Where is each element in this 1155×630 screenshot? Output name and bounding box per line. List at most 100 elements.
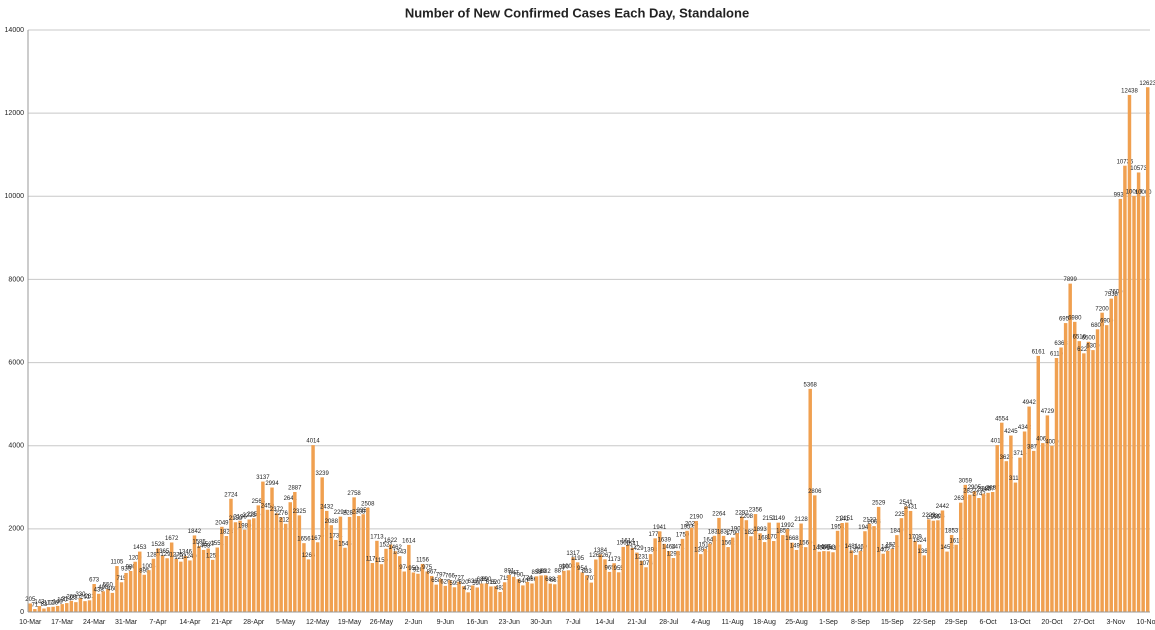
bar — [717, 517, 721, 612]
bar — [580, 572, 584, 612]
bar — [758, 533, 762, 612]
data-label: 1173 — [608, 557, 622, 563]
data-label: 2356 — [749, 508, 763, 514]
bar — [147, 570, 151, 612]
x-tick-label: 8-Sep — [851, 619, 870, 626]
data-label: 6980 — [1068, 315, 1082, 321]
bar — [402, 571, 407, 612]
data-label: 790 — [513, 573, 524, 579]
bar — [790, 542, 794, 612]
bar — [338, 516, 343, 612]
data-label: 620 — [459, 580, 470, 586]
data-label: 2994 — [265, 481, 279, 487]
data-label: 2288 — [343, 510, 357, 516]
data-label: 2149 — [772, 516, 786, 522]
bar — [771, 541, 776, 612]
data-label: 1266 — [302, 553, 316, 559]
bar — [767, 522, 771, 612]
bar — [543, 575, 548, 612]
bar — [799, 523, 803, 612]
y-tick-label: 0 — [20, 609, 24, 616]
y-tick-label: 10000 — [5, 193, 25, 200]
bar — [1018, 457, 1022, 612]
data-label: 1437 — [826, 546, 840, 552]
data-label: 990 — [559, 564, 570, 570]
bar — [785, 529, 790, 612]
bar — [813, 495, 817, 612]
bar — [525, 581, 530, 612]
data-label: 1211 — [174, 555, 188, 561]
bar — [265, 509, 270, 612]
data-label: 1713 — [370, 534, 384, 540]
data-label: 615 — [486, 580, 497, 586]
y-tick-label: 2000 — [8, 526, 24, 533]
bar — [375, 540, 379, 612]
data-label: 6516 — [1073, 335, 1087, 341]
data-label: 117 — [44, 601, 54, 607]
data-label: 880 — [536, 569, 547, 575]
data-label: 330 — [75, 592, 86, 598]
bar — [1145, 87, 1150, 613]
bar — [1027, 406, 1031, 612]
data-label: 727 — [454, 575, 465, 581]
data-label: 1833 — [708, 529, 722, 535]
data-label: 2141 — [835, 517, 849, 523]
x-tick-label: 9-Jun — [437, 619, 455, 626]
data-label: 1267 — [598, 553, 612, 559]
bar — [831, 552, 835, 612]
bar — [229, 498, 233, 612]
data-label: 2724 — [224, 492, 238, 498]
y-tick-label: 8000 — [8, 276, 24, 283]
bar — [863, 531, 867, 612]
bar — [1059, 347, 1063, 612]
bar — [995, 445, 999, 612]
data-label: 847 — [509, 570, 520, 576]
bar — [630, 547, 635, 612]
bar — [917, 544, 922, 612]
data-label: 2806 — [808, 489, 822, 495]
data-label: 1541 — [626, 542, 640, 548]
data-label: 2225 — [243, 513, 257, 519]
data-label: 1668 — [785, 536, 799, 542]
x-tick-label: 29-Sep — [945, 619, 968, 626]
bar — [1063, 323, 1068, 612]
data-label: 2352 — [357, 508, 371, 514]
data-label: 1707 — [767, 535, 781, 541]
bar — [106, 589, 110, 612]
bar — [607, 571, 612, 612]
data-label: 12438 — [1121, 89, 1138, 95]
bar — [493, 586, 498, 612]
data-label: 2292 — [735, 510, 749, 516]
bar — [721, 535, 726, 612]
data-label: 1682 — [758, 536, 772, 542]
x-tick-label: 2-Jun — [405, 619, 423, 626]
data-label: 590 — [472, 581, 483, 587]
bar — [703, 548, 708, 612]
data-label: 1275 — [170, 553, 184, 559]
bar — [334, 539, 338, 612]
data-label: 2264 — [712, 511, 726, 517]
data-label: 2758 — [347, 491, 361, 497]
data-label: 1481 — [845, 544, 859, 550]
data-label: 1393 — [644, 548, 658, 554]
data-label: 2196 — [233, 514, 247, 520]
data-label: 2122 — [279, 517, 293, 523]
data-label: 1262 — [589, 553, 603, 559]
bar — [835, 530, 840, 612]
data-label: 1240 — [183, 554, 197, 560]
data-label: 1677 — [311, 536, 325, 542]
bar — [434, 584, 438, 612]
data-label: 2432 — [320, 504, 334, 510]
bar — [279, 517, 283, 612]
bar — [233, 522, 238, 612]
bar — [639, 560, 644, 612]
data-label: 3876 — [1027, 444, 1041, 450]
data-label: 686 — [527, 577, 538, 583]
data-label: 1105 — [110, 560, 124, 566]
x-tick-label: 5-May — [276, 619, 296, 626]
bar — [165, 558, 169, 612]
bar — [174, 558, 178, 612]
bar — [895, 535, 899, 612]
x-tick-label: 28-Apr — [243, 619, 265, 626]
